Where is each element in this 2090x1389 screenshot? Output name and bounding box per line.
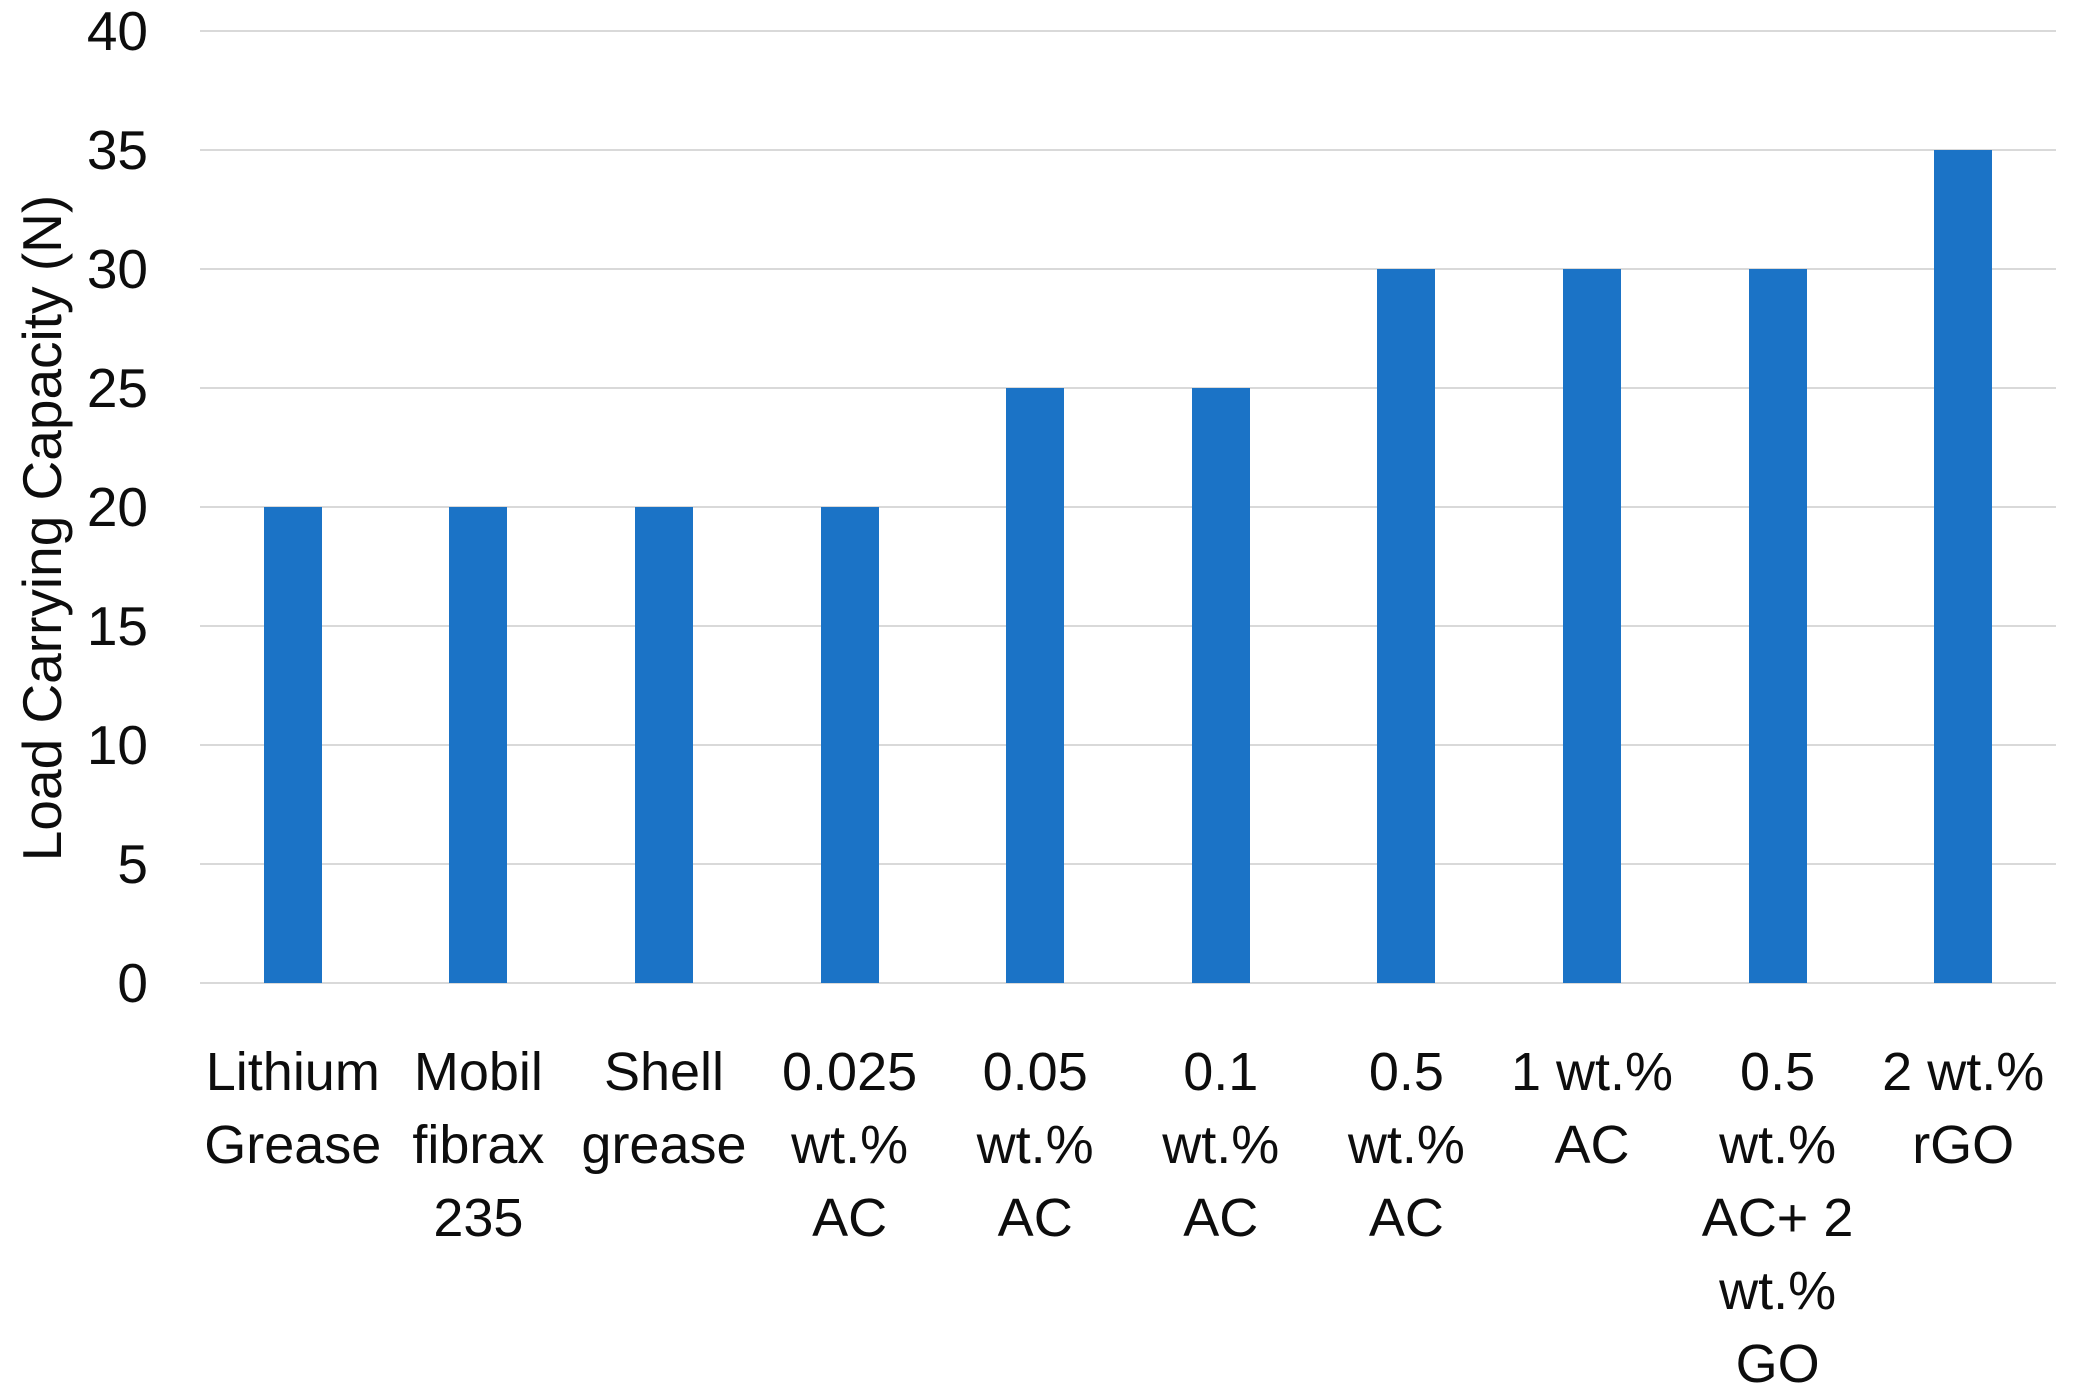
x-axis-label: 0.1 wt.% AC bbox=[1162, 1042, 1280, 1248]
x-axis-label: Lithium Grease bbox=[204, 1042, 382, 1175]
y-tick-label: 15 bbox=[86, 595, 148, 657]
y-tick-label: 5 bbox=[117, 833, 148, 895]
bar-mobil-fibrax-235 bbox=[449, 507, 508, 983]
bar-0-5-wt-ac bbox=[1377, 269, 1436, 983]
bar-lithium-grease bbox=[263, 507, 322, 983]
y-tick-label: 35 bbox=[86, 119, 148, 181]
x-axis-label: 0.05 wt.% AC bbox=[976, 1042, 1094, 1248]
x-axis-label: 0.025 wt.% AC bbox=[782, 1042, 918, 1248]
gridline-y-30 bbox=[200, 268, 2056, 270]
gridline-y-25 bbox=[200, 387, 2056, 389]
x-axis-label: Mobil fibrax 235 bbox=[412, 1042, 545, 1248]
x-axis-label: 1 wt.% AC bbox=[1510, 1042, 1674, 1175]
bar-0-1-wt-ac bbox=[1191, 388, 1250, 983]
y-tick-label: 10 bbox=[86, 714, 148, 776]
gridline-y-40 bbox=[200, 30, 2056, 32]
gridline-y-35 bbox=[200, 149, 2056, 151]
x-axis-label: 0.5 wt.% AC+ 2 wt.% GO bbox=[1701, 1042, 1854, 1389]
gridline-y-20 bbox=[200, 506, 2056, 508]
gridline-y-0 bbox=[200, 982, 2056, 984]
bar-0-05-wt-ac bbox=[1006, 388, 1065, 983]
gridline-y-15 bbox=[200, 625, 2056, 627]
bar-0-025-wt-ac bbox=[820, 507, 879, 983]
y-tick-label: 30 bbox=[86, 238, 148, 300]
x-axis-label: 2 wt.% rGO bbox=[1882, 1042, 2045, 1175]
gridline-y-10 bbox=[200, 744, 2056, 746]
gridline-y-5 bbox=[200, 863, 2056, 865]
x-axis-label: 0.5 wt.% AC bbox=[1347, 1042, 1465, 1248]
y-tick-label: 40 bbox=[86, 0, 148, 62]
bar-2-wt-rgo bbox=[1934, 150, 1993, 983]
bar-shell-grease bbox=[635, 507, 693, 983]
y-tick-label: 0 bbox=[117, 952, 148, 1014]
y-tick-label: 20 bbox=[86, 476, 148, 538]
bar-0-5-wt-ac-2-wt-go bbox=[1748, 269, 1807, 983]
y-tick-label: 25 bbox=[86, 357, 148, 419]
bar-1-wt-ac bbox=[1563, 269, 1621, 983]
x-axis-label: Shell grease bbox=[581, 1042, 747, 1175]
